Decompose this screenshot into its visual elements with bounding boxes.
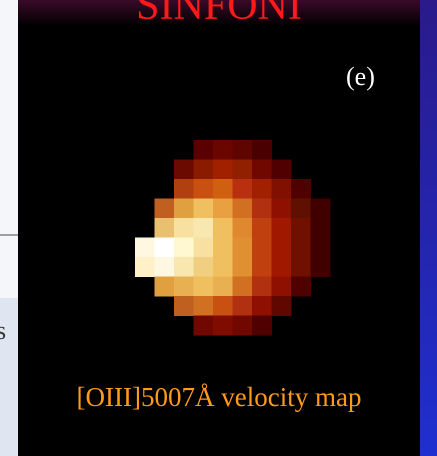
map-pixel (252, 315, 272, 336)
map-pixel (193, 257, 214, 277)
map-pixel (193, 159, 214, 180)
map-pixel (252, 276, 272, 297)
map-pixel (291, 257, 311, 277)
map-pixel (271, 257, 292, 277)
map-pixel (232, 296, 253, 316)
map-pixel (252, 198, 272, 219)
map-pixel (310, 237, 331, 258)
map-pixel (252, 140, 272, 160)
map-pixel (154, 237, 175, 258)
side-text: s (0, 316, 7, 345)
map-pixel (174, 198, 194, 219)
map-pixel (193, 296, 214, 316)
map-pixel (193, 218, 214, 238)
map-pixel (310, 218, 331, 238)
map-pixel (193, 237, 214, 258)
map-pixel (291, 237, 311, 258)
caption: [OIII]5007Å velocity map (76, 382, 362, 412)
map-pixel (252, 257, 272, 277)
side-rule (0, 234, 18, 236)
map-pixel (271, 198, 292, 219)
map-pixel (213, 179, 233, 199)
map-pixel (213, 140, 233, 160)
map-pixel (154, 218, 175, 238)
map-pixel (252, 218, 272, 238)
map-pixel (213, 218, 233, 238)
map-pixel (213, 315, 233, 336)
map-pixel (154, 257, 175, 277)
map-pixel (193, 140, 214, 160)
map-pixel (252, 237, 272, 258)
map-pixel (193, 198, 214, 219)
map-pixel (232, 179, 253, 199)
side-panel-lower (0, 298, 18, 456)
map-pixel (174, 237, 194, 258)
map-pixel (310, 198, 331, 219)
map-pixel (213, 198, 233, 219)
map-pixel (232, 315, 253, 336)
map-pixel (271, 179, 292, 199)
map-pixel (193, 179, 214, 199)
map-pixel (135, 237, 155, 258)
map-pixel (232, 198, 253, 219)
map-pixel (232, 237, 253, 258)
map-pixel (271, 237, 292, 258)
map-pixel (232, 257, 253, 277)
map-pixel (174, 276, 194, 297)
map-pixel (193, 315, 214, 336)
map-pixel (154, 198, 175, 219)
map-pixel (232, 276, 253, 297)
map-pixel (252, 179, 272, 199)
map-pixel (291, 198, 311, 219)
map-pixel (174, 296, 194, 316)
map-pixel (193, 276, 214, 297)
map-pixel (213, 159, 233, 180)
map-pixel (213, 257, 233, 277)
map-pixel (135, 257, 155, 277)
map-pixel (310, 257, 331, 277)
map-pixel (174, 218, 194, 238)
map-pixel (271, 218, 292, 238)
map-pixel (232, 140, 253, 160)
panel-label: (e) (346, 62, 375, 91)
map-pixel (291, 179, 311, 199)
map-pixel (232, 218, 253, 238)
map-pixel (291, 276, 311, 297)
side-panel-right (420, 0, 437, 456)
title: SINFONI (136, 0, 302, 29)
map-pixel (271, 276, 292, 297)
map-pixel (291, 218, 311, 238)
map-pixel (213, 276, 233, 297)
map-pixel (271, 159, 292, 180)
map-pixel (213, 237, 233, 258)
map-pixel (174, 257, 194, 277)
top-band (18, 0, 420, 26)
map-pixel (174, 179, 194, 199)
map-pixel (271, 296, 292, 316)
map-pixel (252, 296, 272, 316)
map-pixel (154, 276, 175, 297)
map-pixel (213, 296, 233, 316)
map-pixel (232, 159, 253, 180)
map-pixel (174, 159, 194, 180)
map-pixel (252, 159, 272, 180)
